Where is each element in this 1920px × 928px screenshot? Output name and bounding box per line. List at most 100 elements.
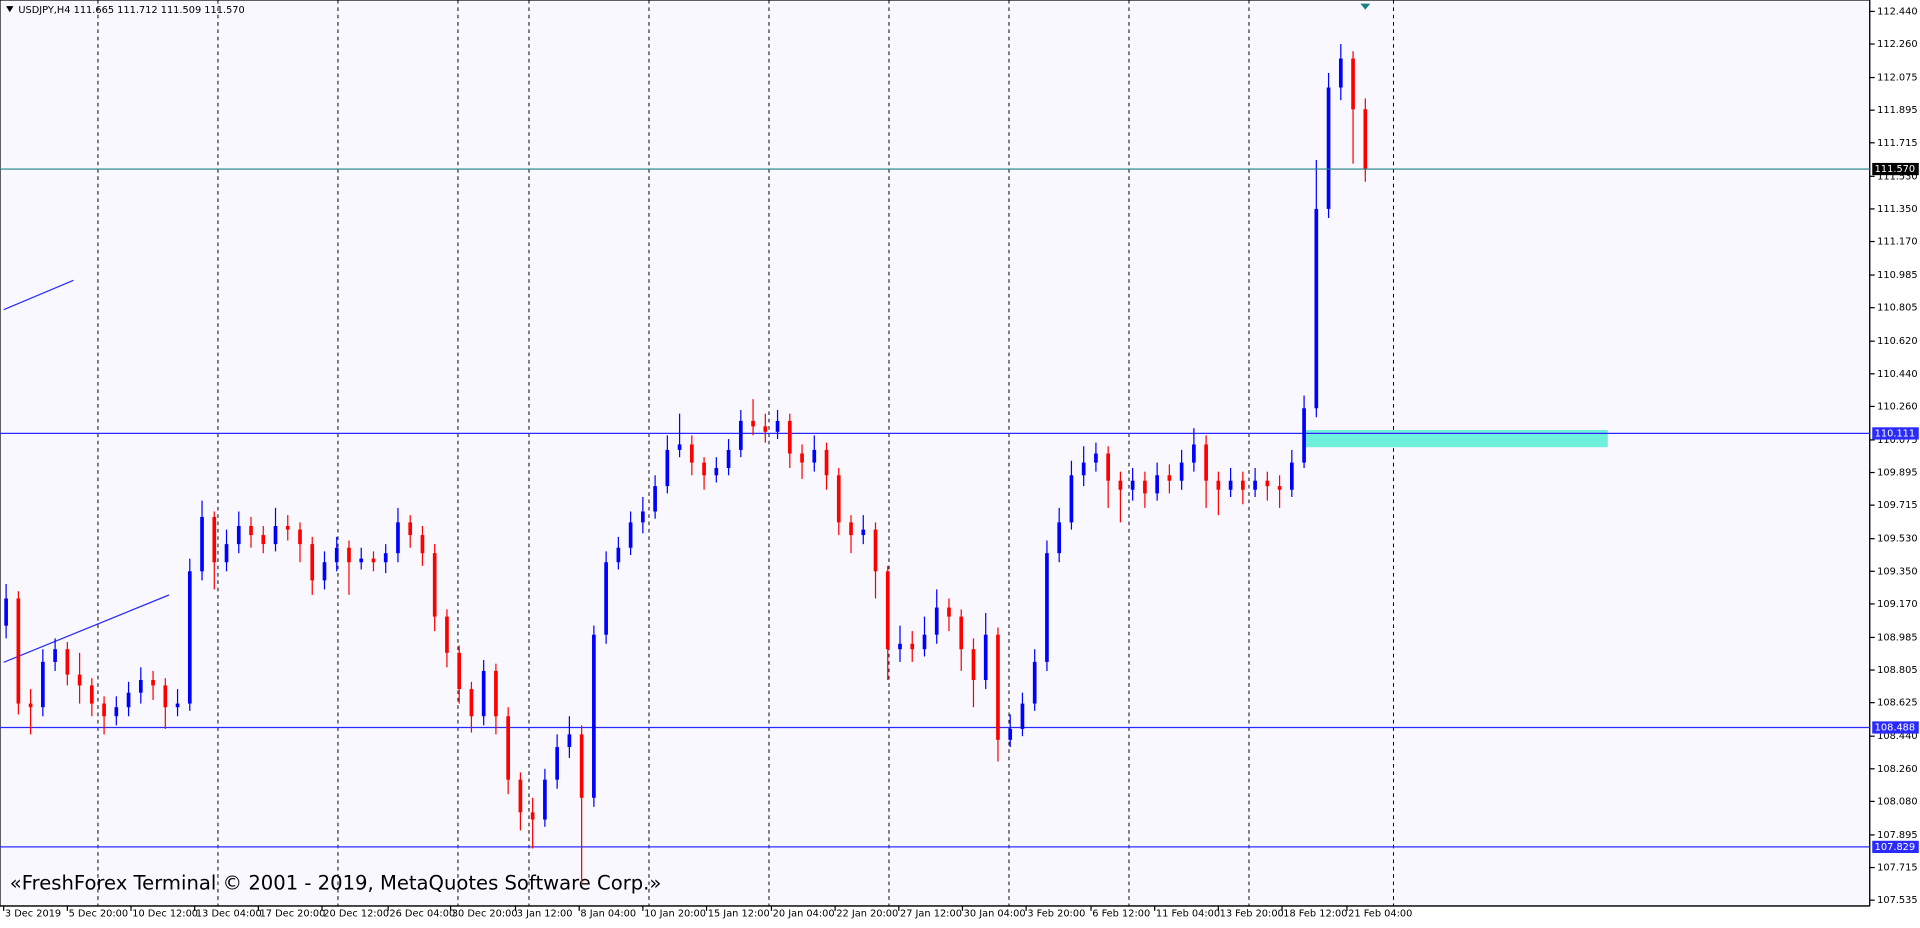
- candle-body: [518, 779, 523, 813]
- candle-body: [971, 649, 976, 681]
- candle-body: [41, 661, 45, 708]
- candle-body: [922, 634, 927, 650]
- candle-body: [579, 734, 584, 798]
- candle-body: [310, 544, 315, 581]
- candle-body: [653, 486, 657, 512]
- candle-body: [726, 449, 731, 469]
- candle-body: [873, 529, 878, 572]
- candle-body: [1314, 208, 1319, 409]
- candle-body: [898, 643, 902, 650]
- y-tick-label: 109.530: [1877, 534, 1917, 545]
- x-tick-label: 10 Dec 12:00: [132, 908, 198, 919]
- candle-body: [151, 680, 155, 686]
- candle-body: [530, 812, 535, 820]
- candle-body: [273, 526, 278, 545]
- y-tick-label: 109.350: [1877, 566, 1917, 577]
- x-tick-label: 15 Jan 12:00: [708, 908, 770, 919]
- candle-body: [824, 449, 829, 476]
- x-tick-label: 6 Feb 12:00: [1092, 908, 1150, 919]
- candle-body: [249, 526, 253, 536]
- candle-body: [187, 571, 192, 704]
- candle-body: [322, 562, 327, 581]
- level-label: 110.111: [1875, 428, 1915, 439]
- y-tick-label: 107.535: [1877, 895, 1917, 906]
- candle-body: [90, 685, 94, 704]
- y-tick-label: 111.350: [1877, 204, 1917, 215]
- plot-area: [0, 0, 1871, 907]
- trend-line: [3, 279, 74, 311]
- x-tick-label: 3 Dec 2019: [5, 908, 61, 919]
- candle-body: [861, 529, 866, 536]
- candle-body: [28, 703, 33, 708]
- y-tick-label: 107.895: [1877, 830, 1917, 841]
- candle-body: [420, 535, 425, 554]
- candle-body: [1351, 58, 1355, 110]
- candle-body: [1008, 728, 1013, 740]
- y-tick-label: 112.260: [1877, 39, 1917, 50]
- candle-body: [628, 522, 633, 548]
- candle-body: [212, 516, 217, 563]
- candle-body: [800, 453, 804, 463]
- candle-body: [665, 449, 670, 487]
- y-tick-label: 108.080: [1877, 796, 1917, 807]
- candle-body: [1069, 475, 1074, 523]
- candle-body: [1228, 480, 1233, 490]
- candle-body: [469, 689, 474, 717]
- candle-body: [1338, 58, 1343, 88]
- level-label: 107.829: [1875, 842, 1915, 853]
- level-tag: [1872, 721, 1919, 734]
- y-tick-label: 108.985: [1877, 632, 1917, 643]
- candle-body: [298, 529, 302, 545]
- candle-body: [1057, 522, 1062, 554]
- y-tick-label: 110.260: [1877, 401, 1917, 412]
- candle-body: [836, 475, 841, 523]
- candle-body: [641, 511, 645, 523]
- candle-body: [1020, 703, 1025, 729]
- candle-body: [1118, 480, 1123, 490]
- x-tick-label: 30 Dec 20:00: [452, 908, 518, 919]
- menu-arrow[interactable]: [6, 6, 14, 13]
- candle-body: [261, 535, 266, 545]
- y-tick-label: 110.985: [1877, 270, 1917, 281]
- x-tick-label: 26 Dec 04:00: [389, 908, 455, 919]
- candle-body: [1155, 475, 1159, 494]
- candle-body: [763, 426, 768, 432]
- candle-body: [334, 547, 339, 563]
- candle-body: [457, 652, 462, 690]
- candle-body: [812, 449, 817, 463]
- x-tick-label: 5 Dec 20:00: [69, 908, 129, 919]
- level-tag: [1872, 427, 1919, 440]
- candle-body: [65, 649, 70, 675]
- y-tick-label: 108.260: [1877, 764, 1917, 775]
- candle-body: [885, 571, 890, 650]
- candle-body: [432, 553, 437, 617]
- candle-body: [163, 685, 168, 708]
- candle-body: [383, 553, 388, 563]
- y-tick-label: 108.625: [1877, 698, 1917, 709]
- candle-body: [592, 634, 596, 798]
- candle-body: [4, 598, 8, 626]
- candle-body: [959, 616, 964, 650]
- candle-body: [236, 526, 241, 545]
- candle-body: [494, 670, 498, 717]
- y-tick-label: 109.715: [1877, 500, 1917, 511]
- candle-body: [102, 703, 106, 717]
- candle-body: [77, 674, 82, 686]
- candle-body: [751, 420, 755, 427]
- candle-body: [702, 462, 706, 476]
- y-tick-label: 110.075: [1877, 435, 1917, 446]
- candle-body: [16, 598, 21, 704]
- x-tick-label: 10 Jan 20:00: [644, 908, 706, 919]
- x-tick-label: 20 Dec 12:00: [323, 908, 389, 919]
- candle-body: [787, 420, 792, 454]
- x-tick-label: 30 Jan 04:00: [964, 908, 1026, 919]
- y-tick-label: 112.075: [1877, 73, 1917, 84]
- candle-body: [604, 562, 608, 635]
- y-tick-label: 110.440: [1877, 369, 1917, 380]
- candle-body: [408, 522, 413, 536]
- candle-body: [1277, 486, 1282, 490]
- candle-body: [1167, 475, 1172, 481]
- candle-body: [1081, 462, 1086, 476]
- candle-body: [445, 616, 449, 653]
- x-tick-label: 27 Jan 12:00: [900, 908, 962, 919]
